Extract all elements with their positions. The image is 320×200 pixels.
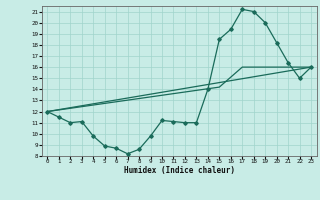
X-axis label: Humidex (Indice chaleur): Humidex (Indice chaleur) [124,166,235,175]
